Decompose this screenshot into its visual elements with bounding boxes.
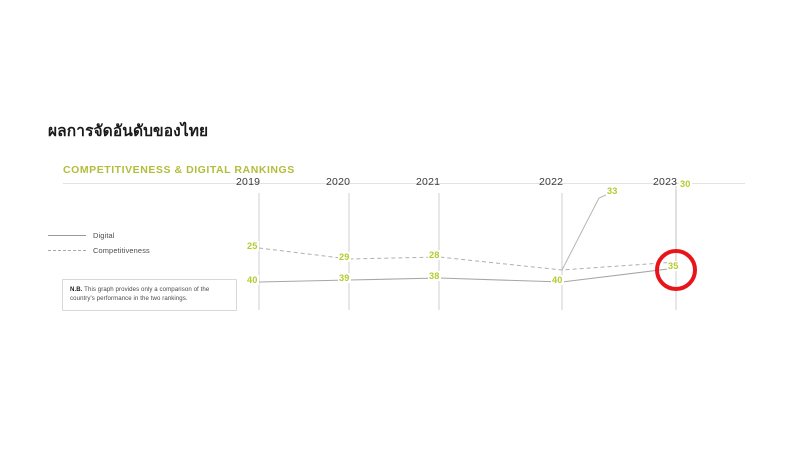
gridlines <box>258 186 677 310</box>
chart-legend: Digital Competitiveness <box>48 228 213 258</box>
value-label-digital-2020: 39 <box>338 273 351 283</box>
leader-line-33 <box>561 194 607 271</box>
value-label-digital-2022: 40 <box>551 275 564 285</box>
axis-tick-2021: 2021 <box>416 176 441 188</box>
series-line-digital <box>258 267 677 283</box>
axis-tick-2022: 2022 <box>539 176 564 188</box>
axis-tick-2023: 2023 <box>653 176 678 188</box>
value-label-competitiveness-2022: 33 <box>606 186 619 196</box>
plot-area: 2019 2020 2021 2022 2023 25 29 28 33 30 … <box>228 176 708 313</box>
value-label-digital-2019: 40 <box>246 275 259 285</box>
legend-label-competitiveness: Competitiveness <box>93 246 150 255</box>
axis-tick-2020: 2020 <box>326 176 351 188</box>
chart-svg <box>258 186 677 310</box>
value-label-competitiveness-2020: 29 <box>338 252 351 262</box>
legend-label-digital: Digital <box>93 231 115 240</box>
chart-title: COMPETITIVENESS & DIGITAL RANKINGS <box>63 164 295 176</box>
value-label-competitiveness-2021: 28 <box>428 250 441 260</box>
legend-item-digital: Digital <box>48 228 213 243</box>
solid-line-icon <box>48 232 86 240</box>
note-box: N.B. This graph provides only a comparis… <box>62 279 237 311</box>
axis-tick-2019: 2019 <box>236 176 261 188</box>
value-label-competitiveness-2023: 30 <box>679 179 692 189</box>
dashed-line-icon <box>48 247 86 255</box>
title-divider <box>63 183 745 184</box>
note-text: This graph provides only a comparison of… <box>70 286 210 303</box>
page-title: ผลการจัดอันดับของไทย <box>48 123 209 140</box>
value-label-competitiveness-2019: 25 <box>246 241 259 251</box>
series-line-competitiveness <box>258 247 677 271</box>
note-prefix: N.B. <box>70 286 83 293</box>
legend-item-competitiveness: Competitiveness <box>48 243 213 258</box>
highlight-circle-icon <box>655 249 697 291</box>
value-label-digital-2021: 38 <box>428 271 441 281</box>
